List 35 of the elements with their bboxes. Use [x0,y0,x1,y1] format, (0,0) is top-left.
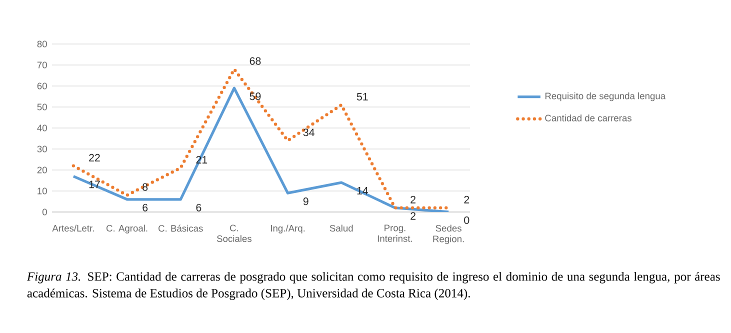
x-tick-label: C. Sociales [216,224,252,242]
data-label: 6 [142,204,148,212]
x-tick-label: C. Básicas [158,224,203,232]
y-tick-label: 10 [38,188,47,194]
x-tick-label: Ing./Arq. [271,224,305,234]
data-label: 59 [250,92,261,100]
data-label: 2 [464,196,470,204]
legend-label: Cantidad de carreras [545,114,632,122]
x-tick-label: Sedes Region. [433,224,464,244]
data-label: 51 [356,93,368,100]
data-label: 17 [89,180,100,188]
data-label: 22 [89,154,100,162]
y-tick-label: 60 [37,82,47,90]
x-tick-label: Artes/Letr. [52,224,94,232]
data-label: 68 [250,57,261,65]
x-tick-label: Salud [330,224,353,232]
line-series [72,68,450,210]
y-tick-label: 70 [37,62,47,68]
y-tick-label: 50 [37,104,47,110]
data-label: 9 [303,198,308,206]
data-label: 2 [410,212,416,220]
data-label: 2 [410,196,416,204]
data-label: 34 [303,128,314,136]
y-tick-label: 30 [37,146,47,152]
y-tick-label: 40 [37,124,47,132]
y-tick-label: 80 [37,40,47,48]
data-label: 0 [464,216,470,224]
data-label: 6 [196,204,202,212]
legend-label: Requisito de segunda lengua [545,92,666,102]
y-tick-label: 0 [42,208,47,216]
text: Figura 13. SEP: Cantidad de carreras de posgrado que solicitan como requisito de ingreso el dominio de una segunda lengua, por áreas académicas. Sistema de Estudios de Posgrado (SEP), Universidad de Costa Rica (2014). [26,272,720,300]
y-tick-label: 20 [37,166,47,174]
line-series [72,86,450,212]
x-tick-label: C. Agroal. [106,224,148,234]
x-tick-label: Prog. Interinst. [378,224,412,242]
